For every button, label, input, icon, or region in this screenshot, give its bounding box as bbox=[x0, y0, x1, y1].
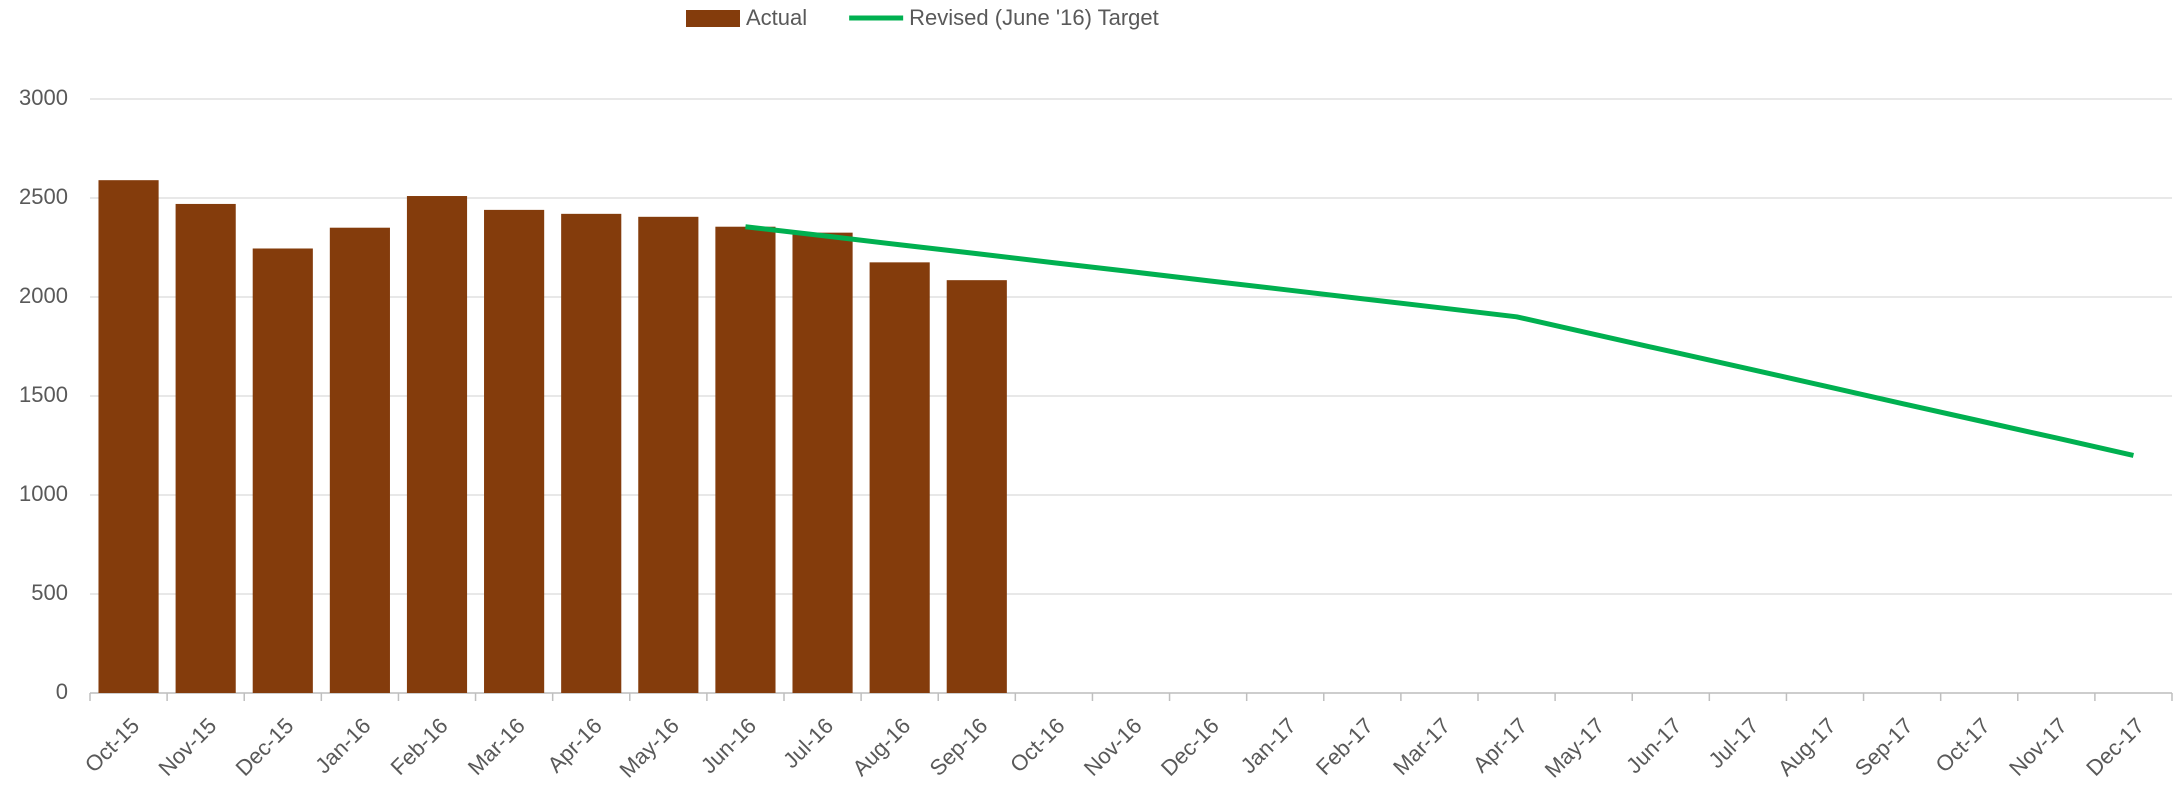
bar bbox=[792, 232, 853, 693]
bar bbox=[561, 213, 622, 693]
bar bbox=[484, 209, 545, 693]
x-tick-label: Oct-17 bbox=[1930, 713, 1994, 777]
x-tick-label: Jun-16 bbox=[696, 713, 761, 778]
x-tick-label: Feb-16 bbox=[386, 713, 453, 780]
x-tick-label: Dec-15 bbox=[231, 713, 299, 781]
x-tick-label: Dec-16 bbox=[1156, 713, 1224, 781]
x-tick-label: Jul-17 bbox=[1703, 713, 1763, 773]
y-tick-label: 1500 bbox=[19, 382, 68, 407]
y-tick-label: 2000 bbox=[19, 283, 68, 308]
x-tick-label: Mar-16 bbox=[463, 713, 530, 780]
legend-label: Revised (June '16) Target bbox=[909, 5, 1159, 30]
x-tick-label: Jan-17 bbox=[1236, 713, 1301, 778]
x-tick-label: Jul-16 bbox=[778, 713, 838, 773]
x-tick-label: Mar-17 bbox=[1388, 713, 1455, 780]
x-tick-label: Sep-16 bbox=[925, 713, 993, 781]
x-tick-label: May-16 bbox=[614, 713, 684, 783]
y-tick-label: 500 bbox=[31, 580, 68, 605]
y-tick-label: 2500 bbox=[19, 184, 68, 209]
x-tick-label: Nov-17 bbox=[2004, 713, 2072, 781]
x-tick-label: Aug-16 bbox=[847, 713, 915, 781]
y-tick-label: 3000 bbox=[19, 85, 68, 110]
y-tick-label: 0 bbox=[56, 679, 68, 704]
bar bbox=[406, 196, 468, 693]
bar bbox=[252, 248, 313, 694]
line bbox=[745, 224, 2134, 458]
bar bbox=[715, 226, 776, 693]
x-tick-label: Oct-16 bbox=[1005, 713, 1069, 777]
x-tick-label: Apr-16 bbox=[542, 713, 606, 777]
bar bbox=[638, 216, 699, 693]
x-tick-label: May-17 bbox=[1540, 713, 1610, 783]
x-tick-label: Nov-16 bbox=[1079, 713, 1147, 781]
x-tick-label: Apr-17 bbox=[1468, 713, 1532, 777]
y-tick-label: 1000 bbox=[19, 481, 68, 506]
bar bbox=[946, 280, 1007, 693]
bar bbox=[175, 203, 236, 693]
legend-label: Actual bbox=[746, 5, 807, 30]
x-tick-label: Oct-15 bbox=[80, 713, 144, 777]
x-tick-label: Sep-17 bbox=[1850, 713, 1918, 781]
x-tick-label: Nov-15 bbox=[153, 713, 221, 781]
x-tick-label: Feb-17 bbox=[1311, 713, 1378, 780]
bar bbox=[329, 227, 390, 693]
x-tick-label: Jan-16 bbox=[310, 713, 375, 778]
x-tick-label: Dec-17 bbox=[2081, 713, 2149, 781]
bar bbox=[98, 180, 159, 693]
bar bbox=[869, 262, 930, 693]
x-tick-label: Aug-17 bbox=[1773, 713, 1841, 781]
x-tick-label: Jun-17 bbox=[1621, 713, 1686, 778]
legend-swatch bbox=[686, 10, 740, 27]
